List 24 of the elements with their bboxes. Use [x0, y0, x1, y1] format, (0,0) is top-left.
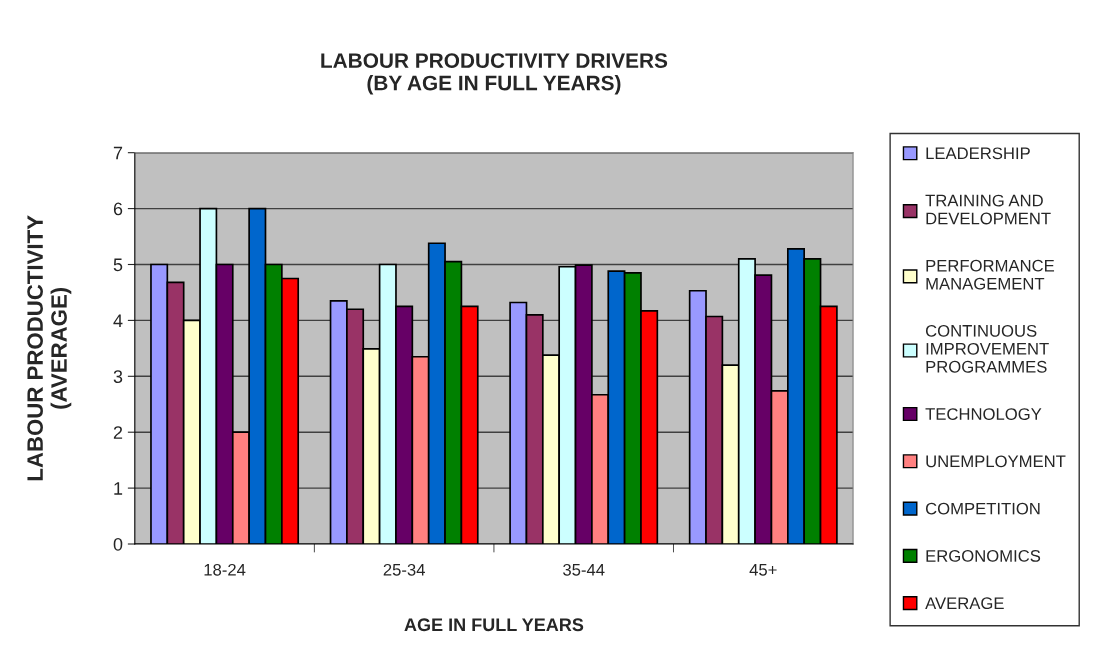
y-tick-label: 7 — [113, 146, 123, 160]
y-tick-label: 1 — [114, 482, 123, 495]
x-tick-label: 25-34 — [383, 563, 425, 576]
legend-label: AVERAGE — [925, 597, 1004, 610]
y-tick-label: 3 — [113, 370, 123, 384]
y-tick-label: 5 — [113, 258, 123, 272]
legend-label: TRAINING AND DEVELOPMENT — [925, 194, 1051, 225]
x-tick-label: 35-44 — [563, 563, 605, 576]
legend-label: PERFORMANCE MANAGEMENT — [926, 259, 1055, 290]
legend-label: LEADERSHIP — [926, 147, 1030, 160]
chart-title: LABOUR PRODUCTIVITY DRIVERS (BY AGE IN FULL YEARS) — [321, 53, 668, 95]
x-tick-label: 18-24 — [204, 563, 246, 576]
legend-label: UNEMPLOYMENT — [926, 455, 1066, 468]
legend-label: TECHNOLOGY — [925, 408, 1042, 420]
y-axis-title: LABOUR PRODUCTIVITY (AVERAGE) — [27, 215, 72, 481]
x-tick-label: 45+ — [749, 564, 777, 576]
y-tick-label: 0 — [113, 537, 123, 551]
x-axis-title: AGE IN FULL YEARS — [404, 618, 584, 632]
y-tick-label: 2 — [113, 426, 123, 439]
y-tick-label: 4 — [113, 314, 123, 327]
legend-label: COMPETITION — [925, 502, 1040, 515]
legend-label: ERGONOMICS — [926, 550, 1041, 562]
y-tick-label: 6 — [113, 202, 123, 216]
legend-label: CONTINUOUS IMPROVEMENT PROGRAMMES — [925, 324, 1049, 373]
